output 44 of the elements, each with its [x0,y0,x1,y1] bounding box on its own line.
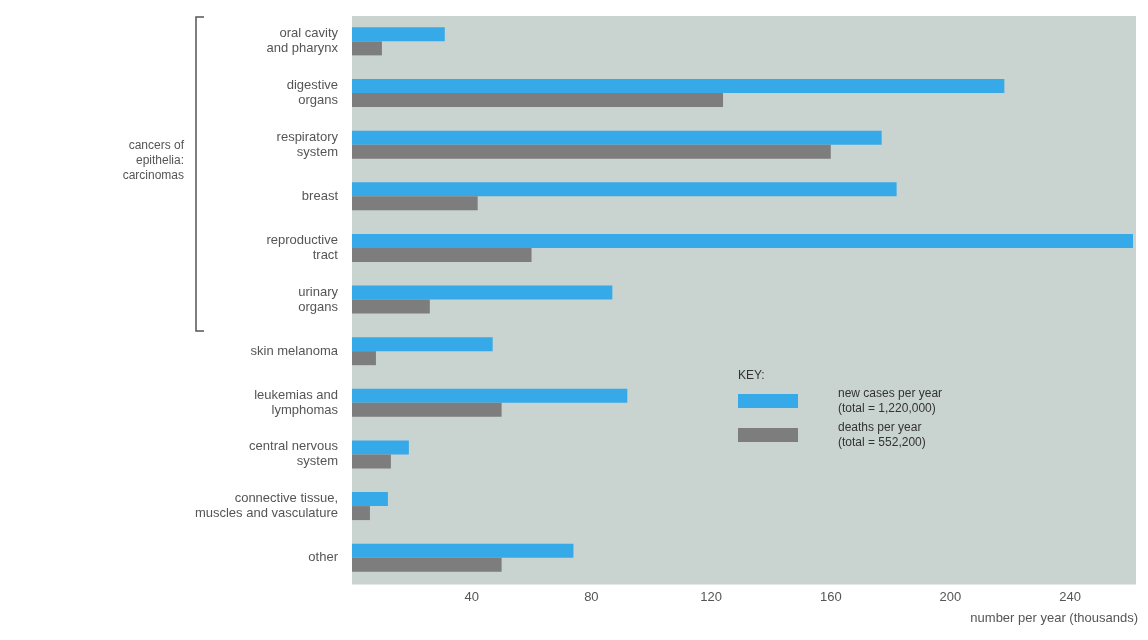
bar [352,351,376,366]
bar [352,402,502,417]
bar [352,506,370,521]
bar [352,233,1134,248]
bar [352,27,445,42]
text: deaths per year (total = 552,200) [838,420,926,450]
y-tick-label: breast [301,188,339,204]
bar [352,144,831,159]
bar [352,182,897,197]
bar [352,557,502,572]
y-tick-label: connective tissue, muscles and vasculature [194,490,338,521]
y-tick-label: oral cavity and pharynx [266,25,339,56]
y-tick-label: other [308,549,339,565]
bar [352,337,493,352]
bar [352,388,628,403]
x-tick-label: 40 [464,589,479,605]
x-tick-label: 160 [819,589,842,605]
y-tick-label: digestive organs [286,77,339,108]
bar [352,41,382,56]
x-tick-label: 200 [939,589,962,605]
x-axis-title: number per year (thousands) [970,610,1138,625]
bar [352,492,388,507]
y-tick-label: skin melanoma [250,343,339,359]
bar [352,440,409,455]
y-tick-label: leukemias and lymphomas [254,387,339,418]
x-tick-label: 80 [584,589,599,605]
y-tick-label: reproductive tract [266,232,339,263]
x-tick-label: 240 [1059,589,1082,605]
text: cancers of epithelia: carcinomas [121,138,184,183]
bar [352,285,613,300]
bar [352,247,532,262]
text: new cases per year (total = 1,220,000) [838,386,943,416]
y-tick-label: urinary organs [298,283,339,314]
bar [352,79,1005,93]
x-tick-label: 120 [700,589,722,605]
bar [352,196,478,211]
bar [352,93,724,107]
bar [352,454,391,469]
bar [352,543,574,558]
bar [352,130,882,145]
y-tick-label: respiratory system [276,129,339,160]
legend-title: KEY: [738,368,766,382]
bar [352,299,430,314]
y-tick-label: central nervous system [249,438,339,469]
